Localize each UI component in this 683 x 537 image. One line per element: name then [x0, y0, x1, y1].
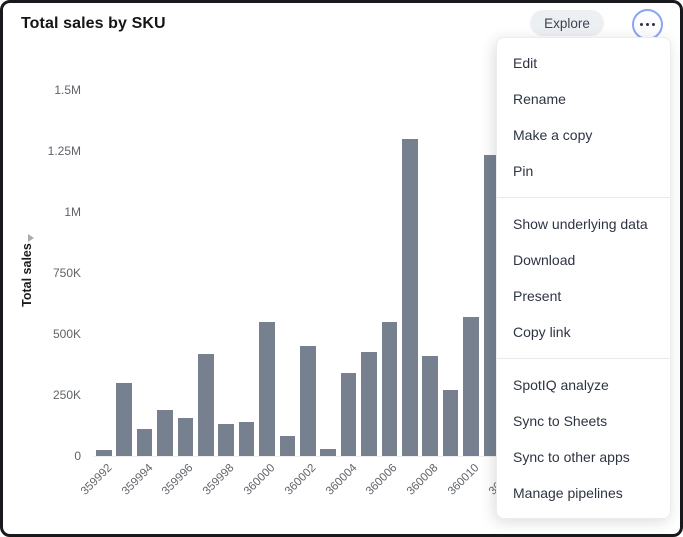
ellipsis-icon — [640, 23, 643, 26]
menu-item-rename[interactable]: Rename — [513, 91, 566, 107]
bar-sku-360005[interactable] — [361, 352, 377, 456]
ellipsis-icon — [646, 23, 649, 26]
bar-sku-359992[interactable] — [96, 449, 112, 456]
menu-item-make-a-copy[interactable]: Make a copy — [513, 127, 593, 143]
bar-sku-360008[interactable] — [422, 355, 438, 456]
y-axis-tick-label: 0 — [74, 449, 81, 463]
y-axis-tick-label: 500K — [52, 327, 81, 341]
y-axis-tick-label: 1M — [64, 205, 81, 219]
menu-item-show-underlying-data[interactable]: Show underlying data — [513, 216, 648, 232]
bar-sku-359993[interactable] — [116, 382, 132, 456]
bar-sku-359996[interactable] — [177, 418, 194, 456]
x-axis-line — [93, 456, 501, 457]
menu-item-present[interactable]: Present — [513, 288, 562, 304]
bar-sku-359998[interactable] — [218, 424, 234, 456]
menu-item-download[interactable]: Download — [513, 252, 576, 268]
bar-sku-359999[interactable] — [238, 421, 255, 456]
y-axis-tick-label: 750K — [52, 266, 81, 280]
bar-sku-359997[interactable] — [198, 353, 214, 456]
bar-sku-360002[interactable] — [300, 346, 316, 456]
page-title: Total sales by SKU — [21, 15, 166, 32]
explore-button[interactable]: Explore — [530, 10, 604, 36]
ellipsis-icon — [652, 23, 655, 26]
axis-caret-icon — [28, 234, 34, 242]
bar-sku-360010[interactable] — [463, 316, 479, 456]
menu-item-pin[interactable]: Pin — [513, 163, 534, 179]
menu-divider — [497, 358, 670, 359]
bar-sku-360003[interactable] — [320, 448, 336, 456]
menu-item-copy-link[interactable]: Copy link — [513, 324, 571, 340]
y-axis-tick-label: 1.5M — [54, 83, 81, 97]
menu-item-spotiq-analyze[interactable]: SpotIQ analyze — [513, 377, 609, 393]
bar-chart: Total sales 1.5M 1.25M 1M 750K 500K 250K 0 3599… — [3, 3, 680, 534]
menu-item-edit[interactable]: Edit — [513, 55, 538, 71]
bar-sku-360009[interactable] — [442, 390, 459, 456]
bar-sku-359995[interactable] — [157, 409, 173, 456]
menu-item-manage-pipelines[interactable]: Manage pipelines — [513, 485, 623, 501]
bar-sku-360011[interactable] — [483, 154, 500, 456]
bar-sku-360000[interactable] — [259, 321, 275, 456]
bar-sku-359994[interactable] — [136, 429, 153, 456]
menu-item-sync-to-other-apps[interactable]: Sync to other apps — [513, 449, 630, 465]
y-axis-tick-label: 250K — [52, 388, 81, 402]
menu-divider — [497, 197, 670, 198]
bar-sku-360001[interactable] — [279, 436, 296, 456]
more-options-menu: Edit Rename Make a copy Pin Show underlying … — [496, 37, 671, 519]
bar-sku-360004[interactable] — [340, 373, 357, 456]
bar-sku-360006[interactable] — [381, 321, 398, 456]
bar-sku-360007[interactable] — [402, 138, 418, 456]
menu-item-sync-to-sheets[interactable]: Sync to Sheets — [513, 413, 608, 429]
y-axis-tick-label: 1.25M — [47, 144, 81, 158]
